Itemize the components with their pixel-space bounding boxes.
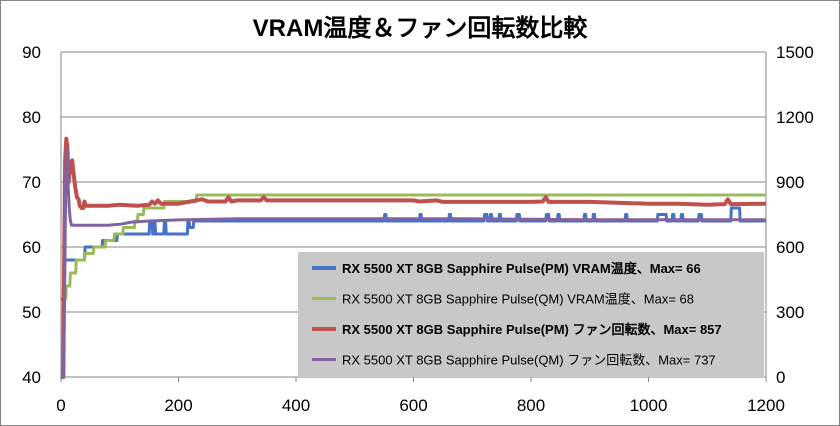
y-tick-label: 40 — [22, 368, 41, 387]
y2-tick-label: 1200 — [776, 108, 814, 127]
y-tick-label: 90 — [22, 43, 41, 62]
plot-series — [61, 136, 767, 379]
x-tick-label: 0 — [56, 396, 65, 415]
y-tick-label: 50 — [22, 303, 41, 322]
y2-tick-label: 300 — [776, 303, 804, 322]
x-tick-label: 200 — [164, 396, 192, 415]
legend-label-3: RX 5500 XT 8GB Sapphire Pulse(PM) ファン回転数… — [342, 322, 722, 337]
legend-label-1: RX 5500 XT 8GB Sapphire Pulse(PM) VRAM温度… — [342, 261, 701, 276]
series-line-4 — [61, 148, 766, 379]
x-tick-label: 800 — [517, 396, 545, 415]
y2-tick-label: 900 — [776, 173, 804, 192]
legend-label-2: RX 5500 XT 8GB Sapphire Pulse(QM) VRAM温度… — [342, 292, 694, 307]
x-tick-label: 1000 — [630, 396, 668, 415]
legend-label-4: RX 5500 XT 8GB Sapphire Pulse(QM) ファン回転数… — [342, 353, 716, 368]
y2-tick-label: 600 — [776, 238, 804, 257]
legend-box — [298, 252, 764, 377]
y-tick-label: 70 — [22, 173, 41, 192]
y-tick-label: 60 — [22, 238, 41, 257]
y2-tick-label: 0 — [776, 368, 785, 387]
y2-tick-label: 1500 — [776, 43, 814, 62]
chart-title: VRAM温度＆ファン回転数比較 — [253, 14, 589, 42]
series-line-2 — [61, 193, 766, 320]
x-tick-label: 400 — [282, 396, 310, 415]
series-line-3 — [61, 136, 767, 379]
x-tick-label: 600 — [399, 396, 427, 415]
y-tick-label: 80 — [22, 108, 41, 127]
legend: RX 5500 XT 8GB Sapphire Pulse(PM) VRAM温度… — [298, 252, 764, 377]
x-tick-label: 1200 — [747, 396, 785, 415]
